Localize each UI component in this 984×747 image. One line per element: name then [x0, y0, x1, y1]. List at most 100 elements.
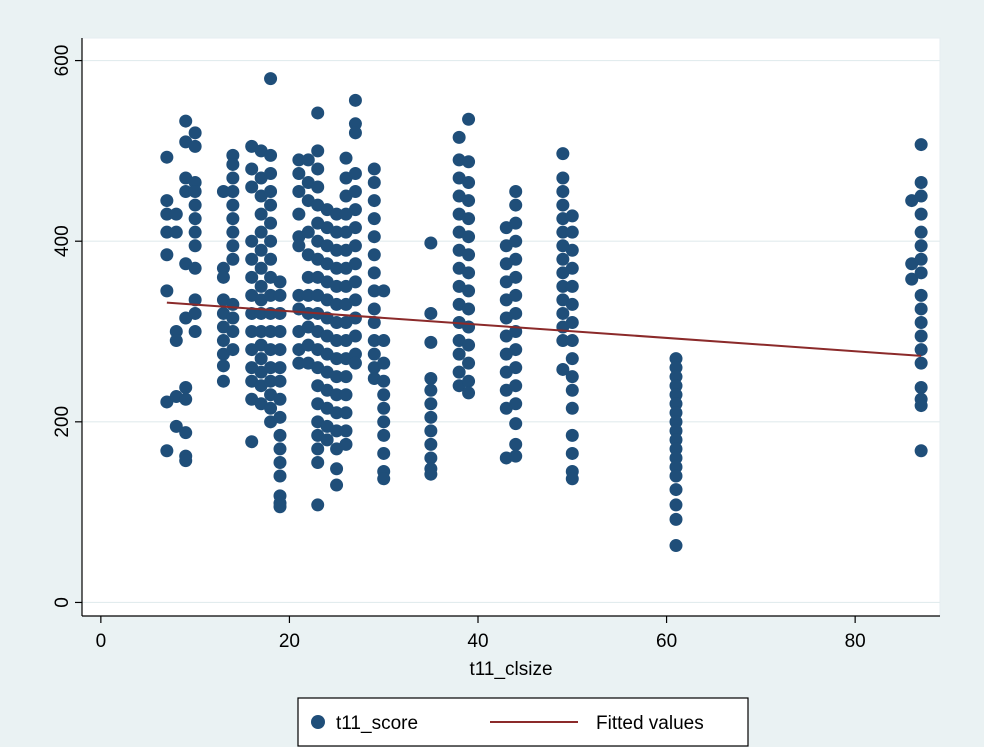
data-point: [509, 417, 523, 431]
data-point: [348, 356, 362, 370]
data-point: [330, 297, 344, 311]
data-point: [556, 306, 570, 320]
data-point: [914, 239, 928, 253]
data-point: [188, 261, 202, 275]
data-point: [264, 198, 278, 212]
data-point: [330, 478, 344, 492]
data-point: [367, 212, 381, 226]
data-point: [254, 261, 268, 275]
data-point: [254, 325, 268, 339]
data-point: [367, 230, 381, 244]
data-point: [669, 442, 683, 456]
data-point: [462, 356, 476, 370]
data-point: [292, 288, 306, 302]
data-point: [264, 325, 278, 339]
data-point: [301, 288, 315, 302]
data-point: [245, 306, 259, 320]
data-point: [188, 176, 202, 189]
data-point: [424, 335, 438, 349]
data-point: [509, 306, 523, 320]
y-tick-label-200: 200: [52, 406, 73, 438]
data-point: [254, 243, 268, 257]
data-point: [462, 338, 476, 352]
data-point: [452, 130, 466, 144]
data-point: [565, 370, 579, 384]
data-point: [462, 176, 476, 189]
data-point: [509, 198, 523, 212]
data-point: [565, 446, 579, 460]
data-point: [462, 266, 476, 280]
data-point: [509, 288, 523, 302]
data-point: [188, 325, 202, 339]
data-point: [565, 279, 579, 293]
data-point: [669, 483, 683, 497]
data-point: [377, 446, 391, 460]
data-point: [565, 315, 579, 329]
data-point: [330, 406, 344, 420]
data-point: [377, 401, 391, 415]
y-ticks: 0 200 400 600: [52, 45, 82, 608]
data-point: [509, 379, 523, 393]
data-point: [339, 424, 353, 438]
x-axis-title: t11_clsize: [469, 659, 552, 680]
data-point: [311, 162, 325, 176]
data-point: [264, 72, 278, 86]
data-point: [264, 374, 278, 388]
data-point: [377, 334, 391, 348]
data-point: [216, 185, 230, 199]
data-point: [914, 381, 928, 395]
data-point: [179, 185, 193, 199]
data-point: [330, 243, 344, 257]
data-point: [348, 93, 362, 107]
data-point: [311, 442, 325, 456]
data-point: [509, 216, 523, 230]
data-point: [348, 257, 362, 271]
data-point: [556, 225, 570, 239]
data-point: [273, 325, 287, 339]
data-point: [565, 297, 579, 311]
legend-label-fitted-values: Fitted values: [596, 713, 704, 734]
data-point: [367, 334, 381, 348]
data-point: [565, 428, 579, 442]
data-point: [556, 334, 570, 348]
data-point: [292, 356, 306, 370]
data-point: [914, 176, 928, 189]
data-point: [245, 435, 259, 449]
data-point: [245, 270, 259, 284]
data-point: [311, 498, 325, 512]
y-tick-label-400: 400: [52, 225, 73, 257]
data-point: [264, 166, 278, 180]
data-point: [292, 239, 306, 253]
data-point: [669, 415, 683, 429]
data-point: [169, 325, 183, 339]
data-point: [160, 207, 174, 221]
data-point: [556, 171, 570, 185]
data-point: [330, 261, 344, 275]
data-point: [348, 329, 362, 343]
x-tick-label-60: 60: [656, 631, 677, 652]
data-point: [273, 392, 287, 406]
data-point: [273, 343, 287, 357]
data-point: [669, 433, 683, 447]
data-point: [377, 428, 391, 442]
data-point: [914, 315, 928, 329]
fitted-values-line: [166, 301, 922, 357]
data-point: [273, 469, 287, 483]
data-point: [226, 148, 240, 162]
data-point: [245, 180, 259, 194]
x-tick-label-40: 40: [467, 631, 488, 652]
data-point: [226, 171, 240, 185]
data-point: [462, 230, 476, 244]
data-point: [292, 207, 306, 221]
data-point: [452, 347, 466, 361]
data-point: [273, 500, 287, 514]
data-point: [377, 284, 391, 298]
data-point: [556, 185, 570, 199]
data-point: [509, 449, 523, 463]
data-point: [339, 406, 353, 420]
data-point: [462, 374, 476, 388]
data-point: [216, 374, 230, 388]
data-point: [330, 388, 344, 402]
data-point: [226, 157, 240, 171]
data-point: [367, 162, 381, 176]
